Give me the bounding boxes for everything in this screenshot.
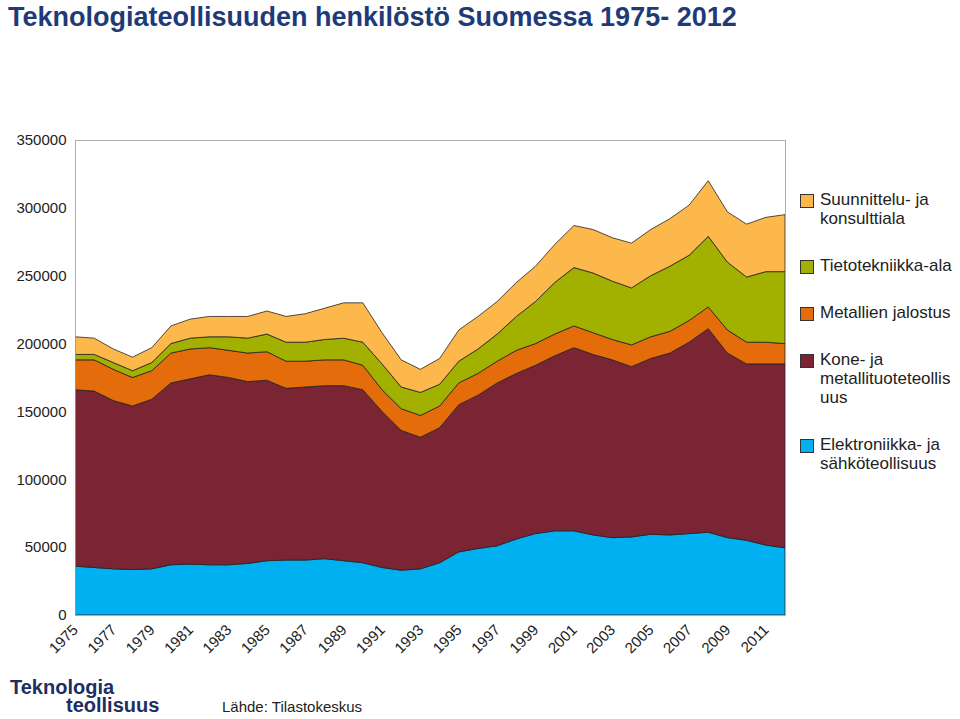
svg-text:1975: 1975	[45, 621, 81, 657]
html-text:Suunnittelu- ja konsulttiala: Suunnittelu- ja konsulttiala	[820, 190, 929, 228]
svg-text:1999: 1999	[506, 621, 542, 657]
svg-text:1991: 1991	[352, 621, 388, 657]
svg-text:1987: 1987	[276, 621, 312, 657]
svg-text:1983: 1983	[199, 621, 235, 657]
svg-text:1995: 1995	[429, 621, 465, 657]
svg-text:50000: 50000	[25, 538, 67, 555]
svg-text:1985: 1985	[237, 621, 273, 657]
svg-text:2001: 2001	[544, 621, 580, 657]
html-text:teollisuus: teollisuus	[66, 694, 160, 716]
svg-text:2011: 2011	[737, 621, 772, 656]
svg-text:1981: 1981	[161, 621, 197, 657]
svg-text:350000: 350000	[16, 131, 66, 148]
svg-text:2003: 2003	[583, 621, 619, 657]
svg-text:1993: 1993	[391, 621, 427, 657]
html-text:Teknologia: Teknologia	[10, 676, 115, 698]
svg-text:1989: 1989	[314, 621, 350, 657]
svg-text:0: 0	[58, 606, 66, 623]
svg-text:2009: 2009	[698, 621, 734, 657]
svg-text:1997: 1997	[468, 621, 504, 657]
html-text:Lähde: Tilastokeskus: Lähde: Tilastokeskus	[222, 698, 363, 715]
svg-text:100000: 100000	[16, 471, 66, 488]
html-text:Kone- ja metallituoteteollisuu: Kone- ja metallituoteteollisuus	[820, 350, 951, 407]
svg-text:300000: 300000	[16, 199, 66, 216]
svg-text:250000: 250000	[16, 267, 66, 284]
svg-text:1977: 1977	[84, 621, 120, 657]
svg-text:2007: 2007	[659, 621, 695, 657]
svg-text:2005: 2005	[621, 621, 657, 657]
html-text:Teknologiateollisuuden henkilö: Teknologiateollisuuden henkilöstö Suomes…	[8, 2, 737, 32]
svg-text:1979: 1979	[122, 621, 158, 657]
html-text:Elektroniikka- ja sähköteollis: Elektroniikka- ja sähköteollisuus	[820, 435, 940, 473]
html-text:Metallien jalostus: Metallien jalostus	[820, 303, 951, 322]
svg-text:200000: 200000	[16, 335, 66, 352]
svg-text:150000: 150000	[16, 403, 66, 420]
html-text:Tietotekniikka-ala: Tietotekniikka-ala	[820, 256, 952, 275]
